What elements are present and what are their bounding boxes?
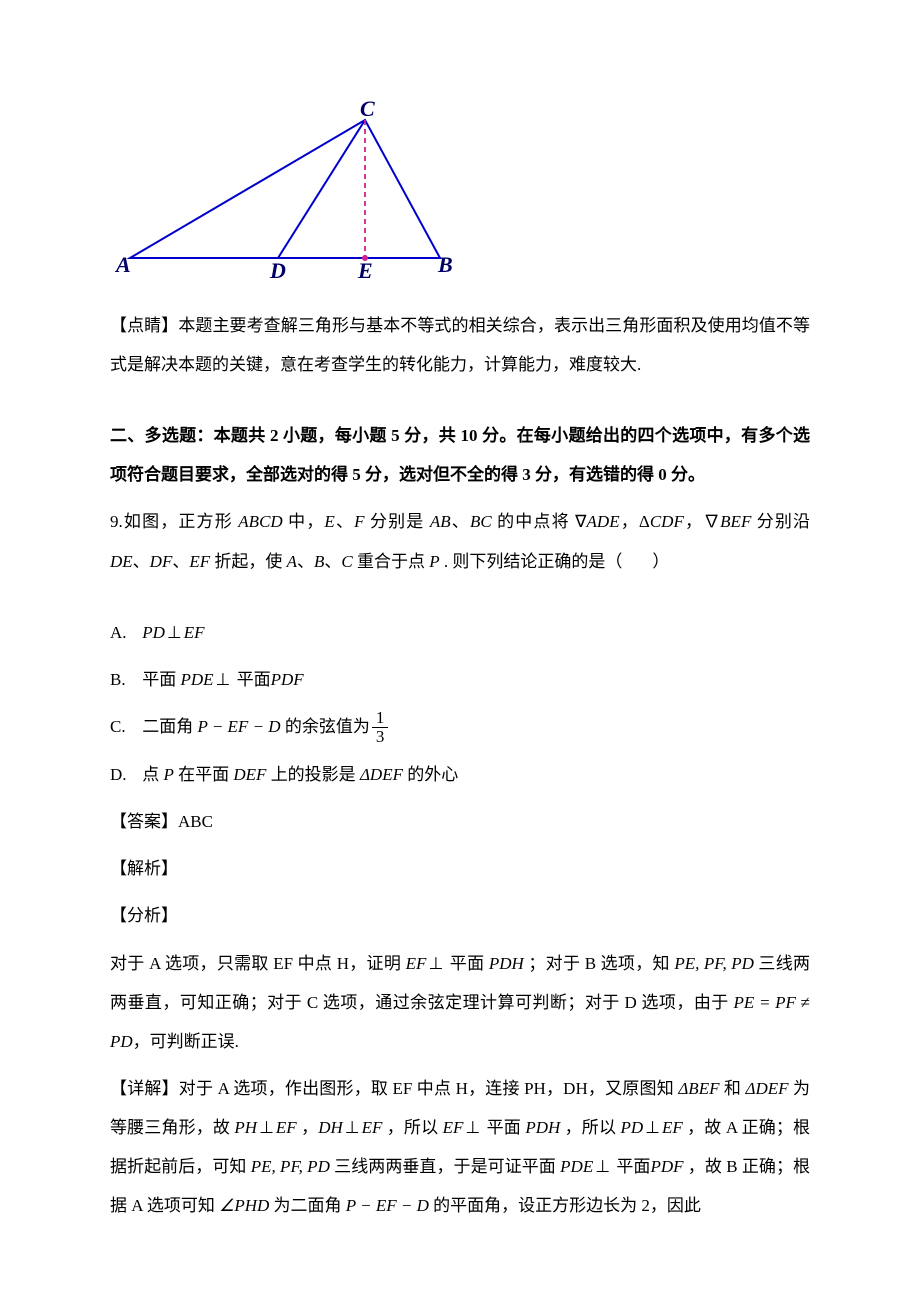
triangle-figure: C A D E B [110,100,810,294]
q9-fenxi-text: 对于 A 选项，只需取 EF 中点 H，证明 EF⊥ 平面 PDH ；对于 B … [110,944,810,1061]
section-heading: 二、多选题：本题共 2 小题，每小题 5 分，共 10 分。在每小题给出的四个选… [110,416,810,494]
label-E: E [357,258,373,280]
commentary-label: 【点睛】 [110,316,178,335]
commentary-block: 【点睛】本题主要考查解三角形与基本不等式的相关综合，表示出三角形面积及使用均值不… [110,306,810,384]
commentary-text: 本题主要考查解三角形与基本不等式的相关综合，表示出三角形面积及使用均值不等式是解… [110,316,810,374]
label-A: A [114,252,131,277]
q9-fenxi-label: 【分析】 [110,896,810,935]
q9-jiexi: 【解析】 [110,849,810,888]
detail-label: 【详解】 [110,1079,179,1098]
q9-answer: 【答案】ABC [110,802,810,841]
q9-stem: 9.如图，正方形 ABCD 中，E、F 分别是 AB、BC 的中点将 ∇ADE，… [110,502,810,580]
q9-number: 9. [110,512,123,531]
q9-option-b: B. 平面 PDE⊥ 平面PDF [110,660,810,699]
label-C: C [360,100,375,121]
label-D: D [269,258,286,280]
q9-option-d: D. 点 P 在平面 DEF 上的投影是 ΔDEF 的外心 [110,755,810,794]
q9-option-a: A. PD⊥EF [110,613,810,652]
q9-detail: 【详解】对于 A 选项，作出图形，取 EF 中点 H，连接 PH，DH，又原图知… [110,1069,810,1225]
q9-option-c: C. 二面角 P − EF − D 的余弦值为13 [110,707,810,747]
label-B: B [437,252,453,277]
triangle-svg: C A D E B [110,100,460,280]
